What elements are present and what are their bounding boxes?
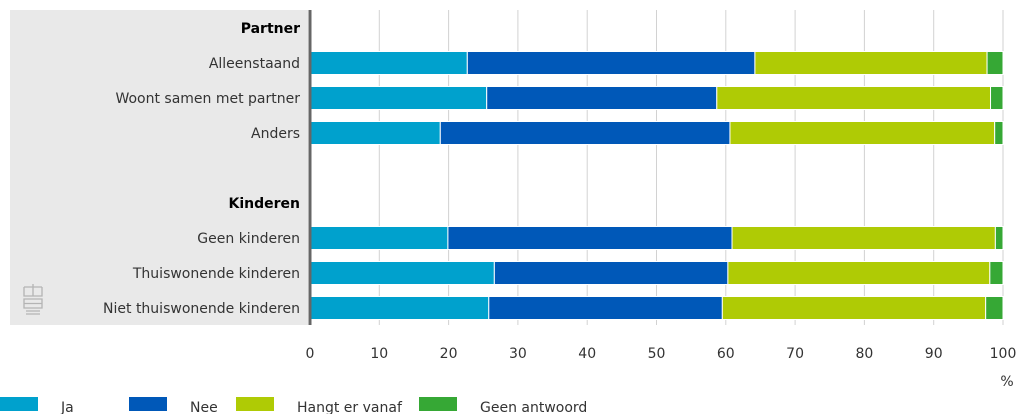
legend-swatch (419, 397, 457, 411)
category-labels: Partner Alleenstaand Woont samen met partn… (103, 21, 300, 317)
bar-segment (493, 261, 729, 285)
cbs-logo-icon (23, 284, 43, 315)
bar-segment (731, 226, 996, 250)
bar-segment (447, 226, 733, 250)
category-label: Niet thuiswonende kinderen (103, 301, 300, 317)
bar-segment (994, 226, 1004, 250)
bar-segment (716, 86, 992, 110)
bar-segment (488, 296, 723, 320)
category-label: Thuiswonende kinderen (132, 266, 300, 282)
bar-segment (990, 86, 1004, 110)
x-tick-label: 50 (648, 346, 666, 362)
x-tick-label: 40 (578, 346, 596, 362)
label-panel (10, 10, 308, 325)
group-label: Kinderen (229, 196, 301, 212)
legend-label: Nee (190, 400, 218, 414)
bar-segment (309, 121, 441, 145)
bar-segment (309, 261, 495, 285)
bar-segment (721, 296, 987, 320)
x-tick-label: 30 (509, 346, 527, 362)
category-label: Geen kinderen (197, 231, 300, 247)
x-tick-label: 20 (440, 346, 458, 362)
legend-swatch (129, 397, 167, 411)
x-axis-unit: % (1000, 374, 1013, 390)
bar-segment (729, 121, 996, 145)
x-tick-label: 90 (925, 346, 943, 362)
x-tick-label: 80 (855, 346, 873, 362)
bars (309, 51, 1004, 320)
category-label: Woont samen met partner (115, 91, 300, 107)
category-label: Anders (251, 126, 300, 142)
bar-segment (985, 296, 1004, 320)
bar-segment (309, 86, 488, 110)
bar-segment (989, 261, 1004, 285)
legend-label: Geen antwoord (480, 400, 587, 414)
bar-segment (439, 121, 731, 145)
bar-segment (986, 51, 1004, 75)
bar-segment (754, 51, 988, 75)
legend: Ja Nee Hangt er vanaf Geen antwoord (0, 397, 587, 414)
legend-swatch (0, 397, 38, 411)
category-label: Alleenstaand (209, 56, 300, 72)
bar-segment (486, 86, 718, 110)
x-tick-label: 70 (786, 346, 804, 362)
bar-segment (309, 226, 449, 250)
legend-label: Hangt er vanaf (297, 400, 403, 414)
legend-swatch (236, 397, 274, 411)
bar-segment (994, 121, 1004, 145)
x-axis-ticks: 0 10 20 30 40 50 60 70 80 90 100 (306, 346, 1017, 362)
x-tick-label: 0 (306, 346, 315, 362)
x-tick-label: 100 (990, 346, 1017, 362)
bar-segment (309, 51, 468, 75)
bar-segment (309, 296, 490, 320)
group-label: Partner (241, 21, 300, 37)
bar-segment (466, 51, 756, 75)
x-tick-label: 10 (370, 346, 388, 362)
x-tick-label: 60 (717, 346, 735, 362)
bar-segment (727, 261, 991, 285)
legend-label: Ja (60, 400, 74, 414)
